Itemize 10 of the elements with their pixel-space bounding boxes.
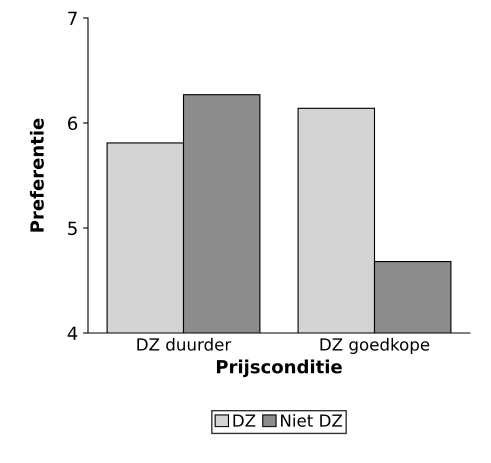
- y-axis-title: Preferentie: [30, 118, 44, 232]
- y-tick-label: 5: [68, 222, 77, 236]
- y-tick-label: 7: [68, 12, 77, 25]
- y-tick-label: 6: [68, 116, 78, 130]
- y-tick-label: 4: [68, 326, 78, 340]
- x-axis-title: Prijsconditie: [216, 360, 342, 378]
- legend-label: Niet DZ: [281, 414, 342, 427]
- legend-label: DZ: [233, 414, 256, 427]
- x-tick-label: DZ goedkope: [320, 338, 430, 354]
- x-tick-label: DZ duurder: [137, 338, 232, 351]
